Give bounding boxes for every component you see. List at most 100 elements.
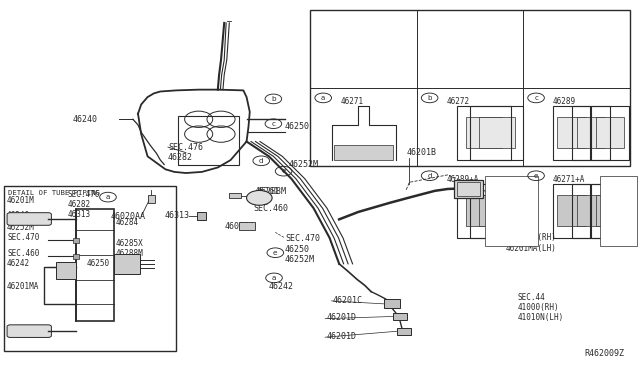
Text: d: d	[428, 173, 432, 179]
Text: 46313: 46313	[164, 211, 189, 220]
Text: e: e	[282, 168, 286, 174]
Text: 46289+A: 46289+A	[447, 175, 479, 184]
Text: 46250: 46250	[87, 259, 110, 268]
Bar	[557, 195, 586, 226]
Text: 41000(RH): 41000(RH)	[518, 303, 559, 312]
Bar	[56, 262, 76, 279]
Text: e: e	[534, 173, 538, 179]
Text: c: c	[271, 121, 275, 127]
Text: 46201C: 46201C	[333, 296, 363, 305]
Text: 46271+A: 46271+A	[553, 175, 586, 184]
FancyBboxPatch shape	[7, 213, 51, 225]
Text: DETAIL OF TUBE PIPING: DETAIL OF TUBE PIPING	[8, 190, 100, 196]
Bar	[310, 10, 630, 166]
Text: 46240: 46240	[73, 115, 98, 124]
Text: SEC.460: SEC.460	[7, 249, 40, 258]
Bar	[76, 209, 114, 321]
Bar	[458, 106, 511, 160]
Bar	[334, 145, 394, 160]
Text: 46282: 46282	[68, 200, 91, 209]
Bar	[485, 176, 538, 246]
Bar	[457, 182, 480, 196]
Bar	[384, 299, 400, 308]
Text: b: b	[428, 95, 432, 101]
Text: SEC.470: SEC.470	[7, 233, 40, 243]
Text: 46289: 46289	[553, 97, 576, 106]
Bar	[577, 195, 605, 226]
Text: 46285X: 46285X	[116, 239, 143, 248]
Text: SEC.460: SEC.460	[253, 205, 288, 214]
Bar	[229, 193, 241, 198]
Bar	[591, 183, 628, 238]
Text: 46271: 46271	[340, 97, 364, 106]
Circle shape	[246, 190, 272, 205]
Bar	[73, 254, 79, 259]
Text: 46272: 46272	[447, 97, 470, 106]
Text: a: a	[321, 95, 325, 101]
Bar	[196, 212, 206, 220]
Text: d: d	[259, 158, 264, 164]
Text: b: b	[271, 96, 276, 102]
Text: 46252M: 46252M	[288, 160, 318, 169]
Text: 46201D: 46201D	[326, 331, 356, 341]
Bar	[470, 106, 524, 160]
Text: R462009Z: R462009Z	[584, 349, 625, 358]
Text: c: c	[534, 95, 538, 101]
Text: 46201MA(LH): 46201MA(LH)	[505, 244, 556, 253]
Text: 46201B: 46201B	[505, 201, 535, 210]
Text: 46242: 46242	[269, 282, 294, 291]
Bar	[591, 106, 628, 160]
Bar	[466, 195, 502, 226]
Text: 46313: 46313	[68, 211, 91, 219]
Text: a: a	[272, 275, 276, 281]
Text: 46282: 46282	[168, 153, 193, 161]
Text: 46020A: 46020A	[224, 222, 254, 231]
Text: 46201D: 46201D	[326, 313, 356, 322]
Bar	[454, 180, 483, 198]
Text: SEC.476: SEC.476	[168, 142, 203, 151]
Bar	[600, 176, 637, 246]
Text: 46201M (RH): 46201M (RH)	[505, 233, 556, 243]
Bar	[557, 117, 586, 148]
Bar	[239, 222, 255, 230]
Text: SEC.44: SEC.44	[518, 293, 546, 302]
Bar	[466, 117, 502, 148]
Text: 46250: 46250	[285, 122, 310, 131]
Bar	[458, 183, 511, 238]
Text: a: a	[106, 194, 110, 200]
Text: 46201M: 46201M	[7, 196, 35, 205]
Text: 46201B: 46201B	[406, 148, 436, 157]
Text: 46252M: 46252M	[285, 255, 315, 264]
Bar	[178, 116, 239, 164]
Bar	[596, 117, 625, 148]
Bar	[114, 254, 140, 274]
Bar	[553, 106, 590, 160]
Text: 46252M: 46252M	[7, 223, 35, 232]
Text: 46242: 46242	[7, 259, 30, 268]
Text: 46261: 46261	[254, 187, 279, 196]
Bar	[148, 195, 156, 203]
Text: 46288M: 46288M	[256, 187, 286, 196]
Text: 46020AA: 46020AA	[111, 212, 145, 221]
Bar	[572, 106, 609, 160]
Bar	[479, 195, 515, 226]
FancyBboxPatch shape	[7, 325, 51, 337]
Bar	[397, 328, 411, 335]
Text: 46250: 46250	[285, 244, 310, 253]
Bar	[479, 117, 515, 148]
Bar	[73, 238, 79, 243]
Bar	[553, 183, 590, 238]
Text: 46240: 46240	[7, 211, 30, 220]
Text: SEC.470: SEC.470	[285, 234, 320, 243]
Text: e: e	[273, 250, 278, 256]
Bar	[394, 313, 408, 320]
Text: 46284: 46284	[116, 218, 139, 227]
Text: SEC.476: SEC.476	[68, 190, 100, 199]
Text: 41010N(LH): 41010N(LH)	[518, 314, 564, 323]
Bar	[596, 195, 625, 226]
Text: 46288M: 46288M	[116, 249, 143, 258]
Bar	[4, 186, 176, 351]
Bar	[470, 183, 524, 238]
Bar	[577, 117, 605, 148]
Text: 46201MA: 46201MA	[7, 282, 40, 291]
